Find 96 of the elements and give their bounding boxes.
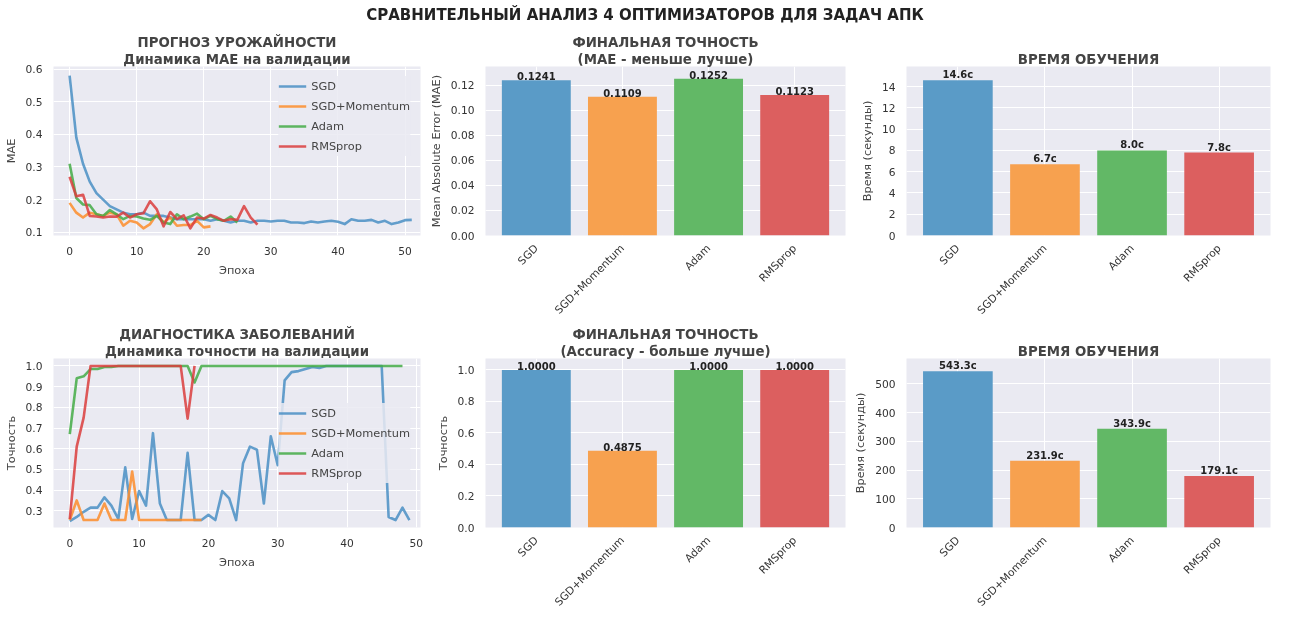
data-label: 0.1252: [689, 69, 728, 81]
y-tick-label: 0.02: [450, 204, 475, 218]
x-tick-label: 0: [66, 536, 74, 550]
text: СРАВНИТЕЛЬНЫЙ АНАЛИЗ 4 ОПТИМИЗАТОРОВ ДЛЯ ЗАДАЧ АПК: [366, 5, 924, 26]
x-tick-label: 40: [340, 536, 355, 550]
y-tick-label: 500: [875, 377, 896, 391]
data-label: 0.1241: [517, 71, 556, 83]
y-tick-label: 0.6: [25, 442, 43, 456]
legend-label: RMSprop: [311, 465, 362, 480]
x-axis-title: Эпоха: [219, 262, 255, 277]
data-label: 343.9с: [1113, 417, 1151, 429]
y-tick-label: 0.5: [25, 95, 43, 109]
y-tick-label: 0.08: [450, 129, 475, 143]
y-tick-label: 0.4: [25, 484, 43, 498]
data-label: 14.6с: [942, 69, 974, 81]
data-label: 0.1123: [775, 85, 815, 97]
data-label: 231.9с: [1026, 449, 1064, 461]
data-label: 0.4875: [603, 441, 642, 453]
chart-subtitle: (Accuracy - больше лучше): [560, 343, 771, 359]
y-tick-label: 0: [888, 521, 896, 535]
y-axis-title: Время (секунды): [859, 100, 874, 202]
x-tick-label: 50: [409, 536, 424, 550]
data-label: 7.8с: [1207, 141, 1232, 153]
y-tick-label: 4: [888, 186, 896, 200]
y-axis-title: Точность: [3, 415, 18, 472]
y-tick-label: 0.2: [457, 490, 475, 503]
y-tick-label: 12: [881, 101, 896, 115]
x-tick-label: 20: [201, 536, 216, 550]
y-tick-label: 100: [875, 492, 896, 506]
y-tick-label: 200: [875, 464, 896, 478]
y-tick-label: 0.3: [25, 160, 43, 174]
data-label: 8.0с: [1120, 139, 1144, 151]
legend-label: SGD+Momentum: [311, 99, 410, 113]
legend-label: SGD: [311, 79, 336, 93]
y-axis-title: Время (секунды): [853, 392, 868, 494]
legend-label: RMSprop: [311, 139, 362, 153]
y-tick-label: 0.8: [25, 401, 43, 415]
data-label: 179.1с: [1200, 465, 1238, 477]
x-tick-label: 10: [129, 244, 144, 258]
y-tick-label: 0.9: [25, 380, 43, 394]
chart-title: ПРОГНОЗ УРОЖАЙНОСТИ: [137, 33, 337, 50]
y-tick-label: 0.6: [457, 427, 475, 440]
y-tick-label: 0.3: [25, 504, 43, 518]
y-tick-label: 8: [888, 144, 896, 158]
y-tick-label: 0.06: [450, 154, 475, 168]
y-axis-title: Точность: [435, 415, 450, 472]
y-tick-label: 1.0: [25, 359, 43, 373]
data-label: 543.3с: [939, 360, 977, 372]
chart-subtitle: Динамика точности на валидации: [104, 343, 370, 359]
x-tick-label: 0: [66, 244, 74, 258]
legend-label: Adam: [311, 445, 344, 460]
chart-title: ВРЕМЯ ОБУЧЕНИЯ: [1017, 343, 1160, 359]
chart-title: ВРЕМЯ ОБУЧЕНИЯ: [1017, 51, 1160, 67]
x-tick-label: 30: [264, 244, 278, 258]
y-tick-label: 0.2: [25, 193, 43, 207]
y-tick-label: 2: [888, 208, 896, 222]
y-axis-title: Mean Absolute Error (MAE): [428, 74, 443, 228]
y-tick-label: 0.5: [25, 463, 43, 477]
y-tick-label: 0.4: [457, 458, 475, 472]
y-tick-label: 0.10: [450, 104, 475, 118]
chart-subtitle: Динамика MAE на валидации: [123, 51, 351, 67]
y-tick-label: 1.0: [457, 364, 475, 377]
legend-label: SGD+Momentum: [311, 425, 410, 440]
y-tick-label: 400: [875, 406, 896, 420]
y-tick-label: 0.8: [457, 395, 475, 409]
y-tick-label: 0.00: [450, 229, 475, 243]
data-label: 0.1109: [603, 87, 642, 99]
y-tick-label: 14: [881, 80, 896, 94]
x-tick-label: 50: [398, 244, 413, 258]
y-tick-label: 0.0: [457, 521, 475, 535]
y-tick-label: 0.7: [25, 422, 43, 435]
x-tick-label: 40: [331, 244, 345, 258]
chart-title: ФИНАЛЬНАЯ ТОЧНОСТЬ: [572, 326, 759, 342]
data-label: 1.0000: [775, 361, 815, 372]
y-tick-label: 0.12: [450, 79, 475, 93]
y-tick-label: 0: [888, 229, 896, 243]
legend-label: Adam: [311, 119, 344, 133]
y-tick-label: 0.4: [25, 128, 43, 142]
chart-title: ФИНАЛЬНАЯ ТОЧНОСТЬ: [572, 34, 759, 50]
y-tick-label: 0.6: [25, 63, 43, 77]
y-tick-label: 6: [888, 165, 896, 179]
chart-title: ДИАГНОСТИКА ЗАБОЛЕВАНИЙ: [119, 325, 355, 342]
chart-subtitle: (MAE - меньше лучше): [577, 51, 754, 67]
y-tick-label: 0.04: [450, 179, 475, 193]
data-label: 6.7с: [1033, 153, 1057, 165]
data-label: 1.0000: [689, 361, 728, 372]
data-label: 1.0000: [517, 361, 556, 372]
legend-label: SGD: [311, 405, 336, 420]
y-axis-title: MAE: [3, 138, 18, 164]
x-axis-title: Эпоха: [219, 554, 255, 569]
x-tick-label: 20: [197, 244, 211, 258]
x-tick-label: 30: [270, 536, 285, 550]
x-tick-label: 10: [132, 536, 147, 550]
y-tick-label: 0.1: [25, 226, 43, 240]
y-tick-label: 10: [881, 123, 896, 137]
y-tick-label: 300: [875, 435, 896, 449]
